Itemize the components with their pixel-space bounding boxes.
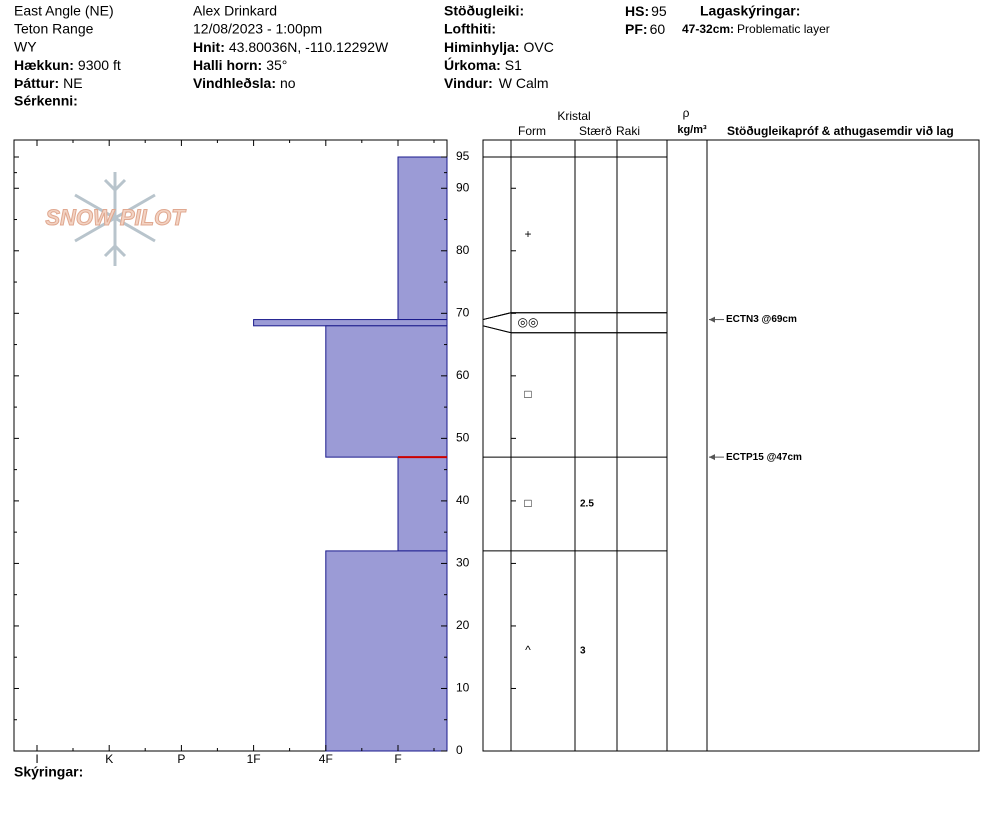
y-tick-label: 0 [456, 743, 463, 757]
problem-note: 47-32cm: Problematic layer [682, 22, 830, 36]
y-tick-label: 60 [456, 368, 470, 382]
hs: HS: 95 [625, 3, 667, 19]
layer-bar [325, 325, 448, 458]
label: Hækkun: [14, 57, 74, 73]
value: 43.80036N, -110.12292W [229, 39, 389, 55]
y-tick-label: 40 [456, 493, 470, 507]
y-tick-label: 10 [456, 681, 470, 695]
grain-size: 3 [580, 646, 586, 657]
y-tick-label: 30 [456, 556, 470, 570]
x-tick-label: F [394, 752, 401, 766]
grain-form: + [524, 227, 531, 241]
col-header: Stærð [579, 124, 612, 138]
grain-form: □ [524, 387, 531, 401]
range: Teton Range [14, 21, 94, 37]
x-tick-label: P [177, 752, 185, 766]
label: Himinhylja: [444, 39, 519, 55]
logo [74, 172, 156, 266]
test-label: ECTN3 @69cm [726, 314, 797, 325]
coords: Hnit: 43.80036N, -110.12292W [193, 39, 389, 55]
label: Vindhleðsla: [193, 75, 276, 91]
value: 9300 ft [78, 57, 121, 73]
test-label: ECTP15 @47cm [726, 452, 802, 463]
col-header: Stöðugleikapróf & athugasemdir við lag [727, 124, 954, 138]
grain-form: ◎◎ [518, 315, 539, 329]
x-tick-label: K [105, 752, 113, 766]
value: OVC [523, 39, 553, 55]
air-temp-label: Lofthiti: [444, 21, 496, 37]
label: Hnit: [193, 39, 225, 55]
y-tick-label: 70 [456, 305, 470, 319]
label: HS: [625, 3, 649, 19]
y-tick-label: 50 [456, 431, 470, 445]
col-header: Kristal [557, 109, 590, 123]
precip: Úrkoma: S1 [444, 56, 522, 73]
wind-loading: Vindhleðsla: no [193, 75, 296, 91]
col-header: Form [518, 124, 546, 138]
features-label: Sérkenni: [14, 93, 78, 109]
layer-bar [397, 156, 448, 321]
layer-bar [397, 456, 448, 552]
layer-connector [482, 312, 512, 321]
value: NE [63, 75, 82, 91]
value: S1 [505, 57, 522, 73]
value: no [280, 75, 296, 91]
aspect: Þáttur: NE [14, 75, 83, 91]
test-arrowhead [709, 454, 715, 461]
grain-form: ^ [525, 643, 531, 657]
layer-connector [482, 325, 512, 334]
y-tick-label: 90 [456, 180, 470, 194]
footer-label: Skýringar: [14, 764, 83, 780]
grain-form: □ [524, 496, 531, 510]
logo-text: SNOW PILOT [45, 205, 186, 230]
text: Problematic layer [737, 22, 830, 36]
label: Þáttur: [14, 75, 59, 91]
state: WY [14, 39, 37, 55]
datetime: 12/08/2023 - 1:00pm [193, 21, 322, 37]
y-tick-label: 95 [456, 149, 470, 163]
value: 95 [651, 3, 667, 19]
elevation: Hækkun: 9300 ft [14, 57, 121, 73]
value: W Calm [499, 75, 549, 91]
label: PF: [625, 21, 648, 37]
col-header: ρ [683, 106, 690, 120]
sky: Himinhylja: OVC [444, 39, 554, 55]
y-tick-label: 80 [456, 243, 470, 257]
slope: Halli horn: 35° [193, 57, 287, 73]
location: East Angle (NE) [14, 3, 114, 19]
label: Úrkoma: [444, 56, 501, 73]
test-arrowhead [709, 316, 715, 323]
observer: Alex Drinkard [193, 3, 277, 19]
range: 47-32cm: [682, 22, 734, 36]
y-tick-label: 20 [456, 618, 470, 632]
value: 35° [266, 57, 287, 73]
value: 60 [650, 21, 666, 37]
comments-frame [706, 139, 980, 752]
layer-bar [325, 550, 448, 752]
layer-bar [253, 319, 448, 327]
stability-label: Stöðugleiki: [444, 3, 524, 19]
wind: Vindur: W Calm [444, 75, 549, 91]
label: Vindur: [444, 75, 493, 91]
x-tick-label: I [35, 752, 38, 766]
layer-table-frame [482, 139, 708, 752]
legend-label: Lagaskýringar: [700, 3, 800, 19]
pf: PF: 60 [625, 21, 665, 37]
x-tick-label: 4F [319, 752, 333, 766]
label: Halli horn: [193, 57, 262, 73]
col-header: Raki [616, 124, 640, 138]
col-header: kg/m³ [677, 124, 707, 136]
grain-size: 2.5 [580, 499, 594, 510]
x-tick-label: 1F [247, 752, 261, 766]
